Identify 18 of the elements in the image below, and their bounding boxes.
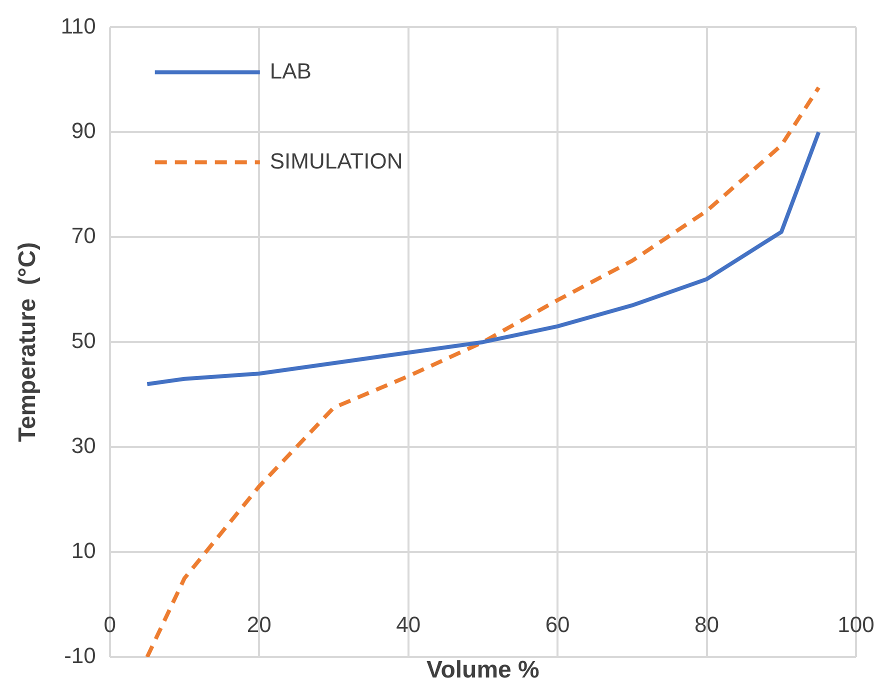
x-axis-title: Volume % [426,656,540,684]
x-tick-label: 100 [838,612,874,637]
x-tick-label: 60 [545,612,570,637]
y-tick-label: 110 [60,13,96,38]
y-tick-label: 30 [71,433,96,458]
y-axis-title: Temperature (°C) [14,242,42,442]
x-tick-label: 80 [694,612,720,637]
y-tick-label: 70 [71,223,96,248]
legend-label: LAB [270,58,312,84]
legend-label: SIMULATION [270,148,403,174]
x-tick-label: 40 [396,612,421,637]
y-tick-label: 50 [71,328,96,354]
x-tick-label: 20 [246,612,272,637]
y-tick-label: -10 [64,643,96,668]
y-tick-label: 10 [71,538,96,564]
x-tick-label: 0 [104,612,116,637]
y-tick-label: 90 [71,118,96,144]
line-series [145,86,821,657]
